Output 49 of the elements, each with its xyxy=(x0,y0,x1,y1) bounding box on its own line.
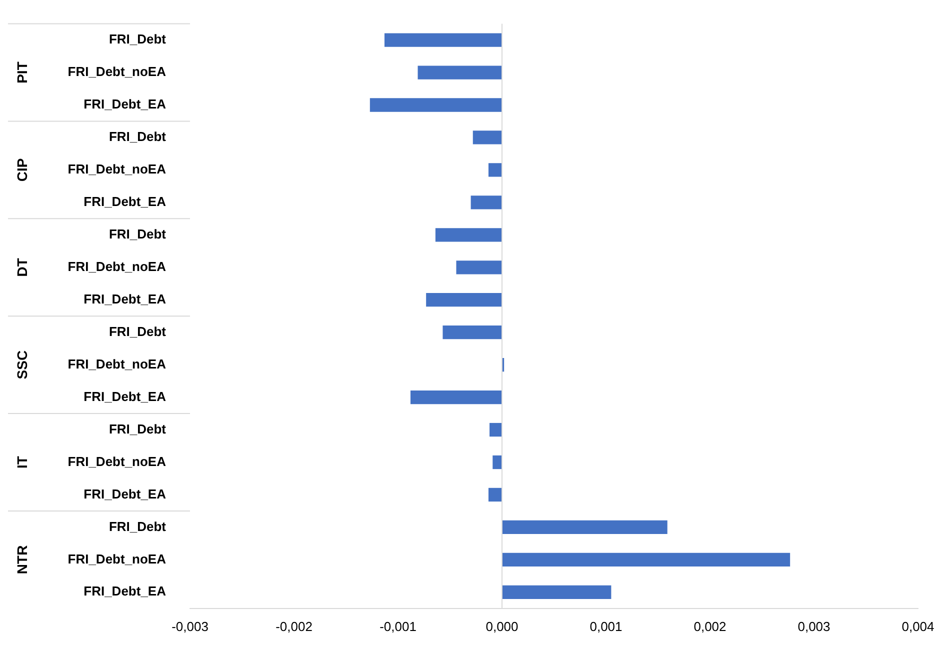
y-tick-label: FRI_Debt_noEA xyxy=(68,258,167,274)
y-tick-label: FRI_Debt xyxy=(108,32,167,47)
y-tick-label: FRI_Debt_noEA xyxy=(68,551,167,566)
bar xyxy=(470,196,502,210)
bar xyxy=(492,455,502,470)
bar xyxy=(456,260,502,274)
x-tick-label: 0,001 xyxy=(590,618,622,634)
y-tick-label: FRI_Debt xyxy=(108,226,167,242)
x-tick-label: -0,003 xyxy=(172,618,208,634)
bar xyxy=(435,228,502,242)
text: IT xyxy=(14,456,30,468)
y-tick-label: FRI_Debt_EA xyxy=(84,388,167,404)
x-tick-label: -0,001 xyxy=(380,618,416,634)
bar xyxy=(370,98,502,112)
x-tick-label: 0,002 xyxy=(694,618,726,634)
y-tick-label: FRI_Debt xyxy=(108,518,167,534)
bar xyxy=(502,520,668,534)
bar xyxy=(384,33,502,47)
text: DT xyxy=(14,258,30,277)
x-tick-label: 0,000 xyxy=(486,618,518,634)
bar xyxy=(442,326,502,340)
bar xyxy=(488,488,502,502)
text: CIP xyxy=(14,158,30,182)
y-tick-label: FRI_Debt_EA xyxy=(84,486,167,502)
y-tick-label: FRI_Debt_EA xyxy=(84,291,167,306)
y-tick-label: FRI_Debt_noEA xyxy=(68,64,167,80)
bar xyxy=(410,390,502,404)
text: SSC xyxy=(14,350,30,380)
text: NTR xyxy=(14,545,30,574)
y-tick-label: FRI_Debt_EA xyxy=(84,194,167,210)
y-tick-label: FRI_Debt xyxy=(108,421,167,436)
bar xyxy=(502,585,612,599)
y-tick-label: FRI_Debt_noEA xyxy=(68,454,167,469)
y-tick-label: FRI_Debt_EA xyxy=(84,96,167,112)
y-tick-label: FRI_Debt_noEA xyxy=(68,356,167,372)
x-tick-label: 0,004 xyxy=(902,618,934,634)
y-tick-label: FRI_Debt xyxy=(108,129,167,144)
x-tick-label: -0,002 xyxy=(276,618,312,634)
bar xyxy=(472,130,502,144)
x-tick-label: 0,003 xyxy=(798,618,830,634)
bar xyxy=(426,293,502,307)
y-tick-label: FRI_Debt xyxy=(108,324,167,339)
bar xyxy=(418,66,502,80)
y-tick-label: FRI_Debt_noEA xyxy=(68,162,167,177)
text: PIT xyxy=(14,61,30,84)
y-tick-label: FRI_Debt_EA xyxy=(84,584,167,599)
bar xyxy=(502,552,790,567)
bar xyxy=(490,422,502,437)
bar xyxy=(488,163,502,177)
